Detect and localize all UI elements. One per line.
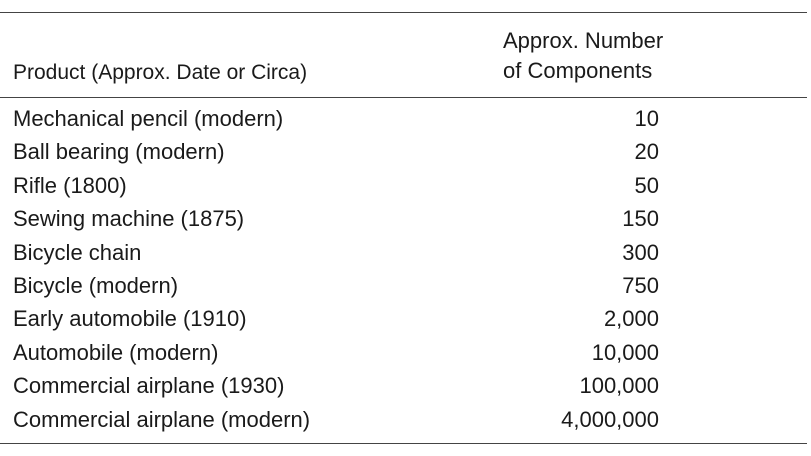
component-count-cell: 20 — [634, 139, 659, 165]
product-cell: Bicycle (modern) — [13, 272, 179, 298]
component-count-cell: 10 — [634, 106, 659, 131]
table-row: Bicycle (modern) 750 — [0, 269, 807, 302]
table-row: Commercial airplane (modern) 4,000,000 — [0, 403, 807, 436]
column-header-components-line1: Approx. Number — [503, 28, 664, 53]
table-row: Sewing machine (1875) 150 — [0, 202, 807, 235]
table-row: Bicycle chain 300 — [0, 236, 807, 269]
table-row: Rifle (1800) 50 — [0, 169, 807, 202]
product-cell: Sewing machine (1875) — [13, 206, 245, 232]
component-count-cell: 750 — [622, 272, 659, 298]
component-count-cell: 4,000,000 — [561, 406, 659, 432]
table-body: Mechanical pencil (modern) 10 Ball beari… — [0, 102, 807, 436]
component-count-cell: 50 — [634, 172, 659, 198]
table-header-rule — [0, 97, 807, 98]
product-cell: Commercial airplane (1930) — [13, 373, 285, 399]
table-top-rule — [0, 12, 807, 13]
table-row: Commercial airplane (1930) 100,000 — [0, 369, 807, 402]
product-cell: Commercial airplane (modern) — [13, 406, 311, 432]
column-header-components: Approx. Number of Components — [503, 26, 663, 86]
component-count-cell: 10,000 — [591, 339, 659, 365]
component-count-cell: 2,000 — [603, 306, 659, 332]
product-cell: Early automobile (1910) — [13, 306, 247, 332]
product-cell: Bicycle chain — [13, 239, 142, 265]
column-header-product: Product (Approx. Date or Circa) — [13, 61, 308, 84]
table-bottom-rule — [0, 443, 807, 444]
product-cell: Ball bearing (modern) — [13, 139, 225, 165]
table-row: Automobile (modern) 10,000 — [0, 336, 807, 369]
product-cell: Rifle (1800) — [13, 172, 127, 198]
table-row: Early automobile (1910) 2,000 — [0, 302, 807, 335]
product-cell: Mechanical pencil (modern) — [13, 106, 284, 131]
product-cell: Automobile (modern) — [13, 339, 219, 365]
component-count-cell: 300 — [622, 239, 659, 265]
component-count-cell: 100,000 — [579, 373, 659, 399]
column-header-components-line2: of Components — [503, 58, 653, 83]
table-row: Mechanical pencil (modern) 10 — [0, 102, 807, 135]
component-count-cell: 150 — [622, 206, 659, 232]
table-row: Ball bearing (modern) 20 — [0, 135, 807, 168]
